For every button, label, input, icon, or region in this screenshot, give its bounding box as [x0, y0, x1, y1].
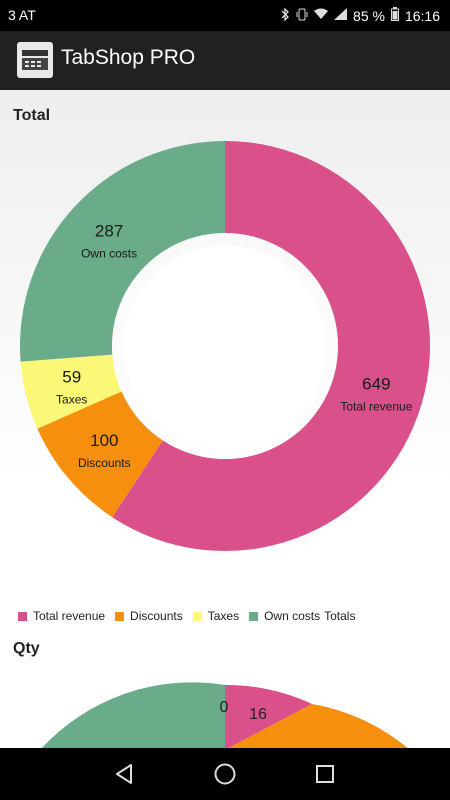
- back-icon[interactable]: [112, 761, 138, 787]
- value-label-total-revenue: 649: [362, 374, 390, 393]
- donut-hole: [124, 245, 326, 447]
- home-icon[interactable]: [212, 761, 238, 787]
- report-content[interactable]: Total 649 Total revenue 100 Discounts 59 Taxe…: [0, 90, 450, 748]
- app-logo-icon: [17, 42, 53, 78]
- legend-label-discounts: Discounts: [130, 609, 183, 623]
- battery-level: 85 %: [353, 7, 385, 24]
- app-title: TabShop PRO: [61, 46, 196, 69]
- qty-slice-green: [41, 682, 225, 748]
- category-label-own-costs: Own costs: [81, 247, 137, 261]
- legend-swatch-taxes: [192, 611, 202, 621]
- legend-label-own-costs: Own costs: [264, 609, 321, 623]
- slice-own-costs[interactable]: [19, 141, 225, 362]
- signal-icon: [334, 8, 348, 23]
- qty-label-sixteen: 16: [249, 706, 267, 723]
- category-label-total-revenue: Total revenue: [340, 399, 412, 413]
- value-label-taxes: 59: [62, 367, 81, 386]
- qty-slice-orange: [228, 704, 408, 748]
- clock: 16:16: [404, 7, 440, 24]
- total-donut-chart: 649 Total revenue 100 Discounts 59 Taxes 287 Ow…: [19, 141, 430, 551]
- bluetooth-icon: [281, 6, 290, 24]
- legend-item-taxes: Taxes: [192, 609, 240, 623]
- status-bar: 3 AT 85 % 16:16: [0, 0, 450, 31]
- slice-total-revenue[interactable]: [112, 141, 430, 551]
- legend-swatch-discounts: [115, 611, 125, 621]
- legend-item-discounts: Discounts: [115, 609, 183, 623]
- value-label-own-costs: 287: [95, 222, 123, 241]
- carrier-label: 3 AT: [8, 7, 36, 23]
- legend-item-total-revenue: Total revenue: [18, 609, 105, 623]
- battery-icon: [390, 7, 399, 24]
- qty-section-title: Qty: [13, 640, 40, 657]
- category-label-taxes: Taxes: [56, 392, 87, 406]
- status-icons: 85 % 16:16: [281, 6, 440, 24]
- slice-discounts[interactable]: [37, 391, 163, 518]
- value-label-discounts: 100: [90, 431, 118, 450]
- slice-taxes[interactable]: [20, 354, 122, 429]
- legend-swatch-total-revenue: [18, 611, 27, 621]
- legend-label-taxes: Taxes: [207, 609, 240, 623]
- legend-suffix: Totals: [324, 609, 356, 623]
- qty-slice-pink: [225, 684, 312, 748]
- legend-item-own-costs: Own costs: [249, 609, 320, 623]
- recents-icon[interactable]: [312, 761, 338, 787]
- vibrate-icon: [296, 8, 308, 24]
- chart-legend: Total revenue Discounts Taxes Own costs …: [18, 609, 355, 623]
- app-bar: TabShop PRO: [0, 31, 450, 90]
- wifi-icon: [314, 8, 329, 23]
- category-label-discounts: Discounts: [78, 456, 131, 470]
- qty-donut-chart: 0 16: [41, 682, 408, 748]
- navigation-bar: [0, 748, 450, 800]
- qty-label-zero: 0: [220, 699, 229, 716]
- total-section-title: Total: [13, 107, 51, 124]
- legend-label-total-revenue: Total revenue: [33, 609, 106, 623]
- legend-swatch-own-costs: [249, 611, 259, 621]
